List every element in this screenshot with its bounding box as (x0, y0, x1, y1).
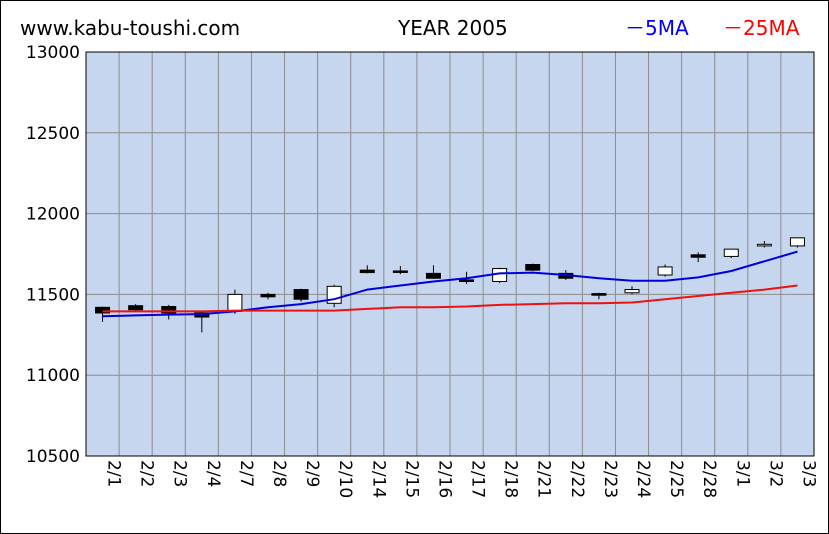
candle-body (425, 272, 441, 279)
x-tick-label: 2/8 (269, 460, 289, 487)
candle-body (95, 306, 111, 314)
candle-body (128, 305, 144, 311)
x-tick-label: 2/9 (302, 460, 322, 487)
candle-body (227, 293, 243, 312)
x-tick-label: 3/2 (765, 460, 785, 487)
candle-body (293, 289, 309, 300)
x-tick-label: 2/2 (137, 460, 157, 487)
candle-body (161, 306, 177, 314)
x-tick-label: 2/4 (203, 460, 223, 487)
y-tick-label: 12500 (26, 124, 80, 144)
x-tick-label: 2/7 (236, 460, 256, 487)
plot-border (85, 51, 815, 457)
candle-body (392, 270, 408, 273)
candle-body (591, 293, 607, 296)
series-line-5ma (102, 250, 798, 318)
x-tick-label: 2/23 (600, 460, 620, 498)
chart-title: YEAR 2005 (398, 16, 508, 40)
x-tick-label: 2/21 (534, 460, 554, 498)
y-tick-label: 10500 (26, 447, 80, 467)
x-tick-label: 2/17 (468, 460, 488, 498)
candle-body (690, 254, 706, 258)
candle-body (723, 248, 739, 257)
x-tick-label: 2/15 (401, 460, 421, 498)
y-tick-label: 12000 (26, 205, 80, 225)
series-line-25ma (102, 284, 798, 313)
candle-body (459, 279, 475, 282)
x-tick-label: 2/3 (170, 460, 190, 487)
x-tick-label: 2/18 (501, 460, 521, 498)
x-tick-label: 2/22 (567, 460, 587, 498)
candle-body (756, 243, 772, 247)
legend-5ma: －5MA (625, 16, 689, 40)
candle-body (525, 264, 541, 271)
x-tick-label: 2/16 (434, 460, 454, 498)
y-tick-label: 11500 (26, 285, 80, 305)
candle-body (657, 266, 673, 276)
x-tick-label: 2/14 (368, 460, 388, 498)
y-tick-label: 11000 (26, 366, 80, 386)
candle-body (260, 293, 276, 298)
x-tick-label: 2/24 (633, 460, 653, 498)
candle-body (789, 237, 805, 247)
site-url: www.kabu-toushi.com (20, 16, 241, 40)
x-tick-label: 2/25 (666, 460, 686, 498)
x-tick-label: 2/1 (104, 460, 124, 487)
x-tick-label: 2/10 (335, 460, 355, 498)
x-tick-label: 3/3 (798, 460, 818, 487)
legend-25ma: －25MA (723, 16, 800, 40)
x-tick-label: 3/1 (732, 460, 752, 487)
candle-body (624, 289, 640, 294)
y-tick-label: 13000 (26, 43, 80, 63)
x-tick-label: 2/28 (699, 460, 719, 498)
candle-body (359, 269, 375, 274)
